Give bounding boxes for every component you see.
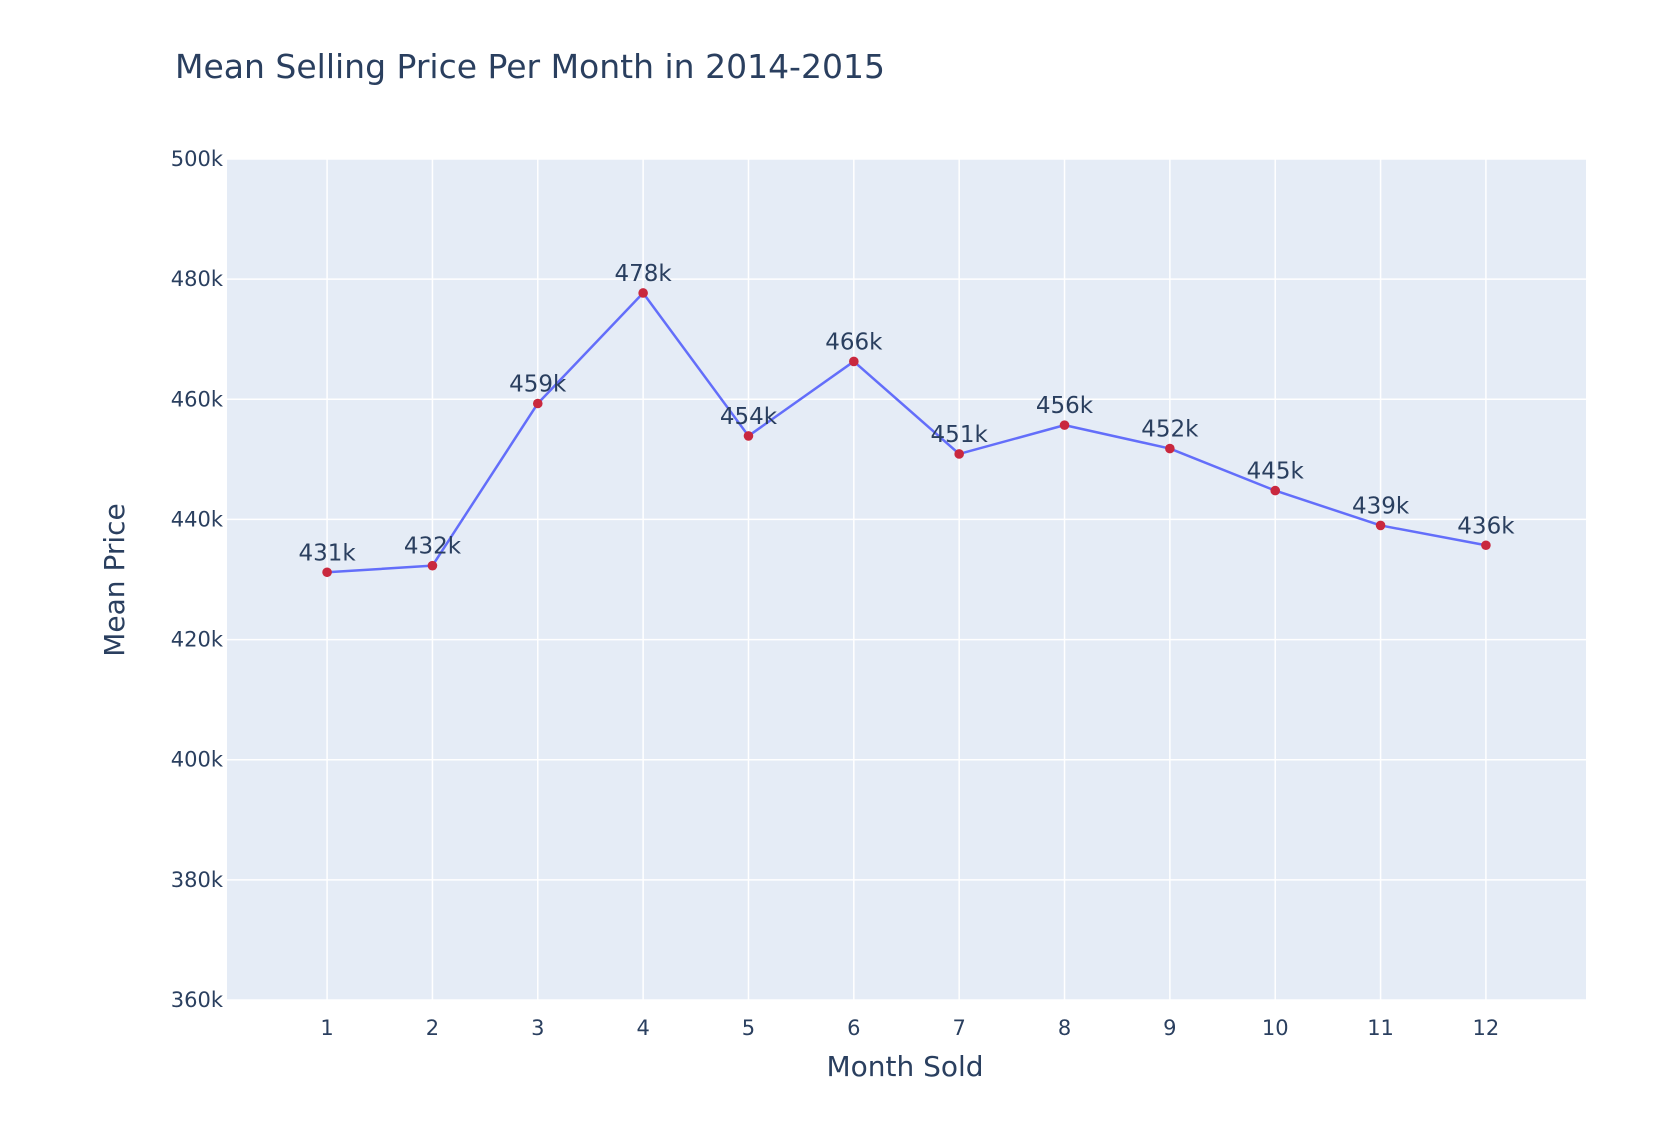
x-tick-label-11: 11 [1367, 1016, 1394, 1040]
data-label-7: 451k [931, 422, 989, 448]
y-tick-label-3: 400k [171, 748, 224, 772]
data-point-4 [638, 288, 648, 298]
x-tick-label-12: 12 [1473, 1016, 1500, 1040]
data-point-7 [954, 449, 964, 459]
data-label-8: 456k [1036, 393, 1094, 419]
data-label-1: 431k [298, 540, 356, 566]
y-tick-label-5: 440k [171, 507, 224, 531]
x-tick-label-9: 9 [1163, 1016, 1176, 1040]
data-point-11 [1375, 520, 1386, 531]
x-tick-label-1: 1 [320, 1016, 333, 1040]
x-tick-label-2: 2 [426, 1016, 439, 1040]
y-tick-label-2: 380k [171, 868, 224, 892]
x-tick-label-8: 8 [1058, 1016, 1071, 1040]
y-tick-label-7: 480k [171, 267, 224, 291]
data-point-1 [322, 567, 332, 578]
y-tick-label-1: 360k [171, 988, 224, 1012]
data-label-2: 432k [404, 534, 462, 560]
series-layer [322, 288, 1491, 578]
y-tick-label-4: 420k [171, 628, 224, 652]
data-label-12: 436k [1457, 513, 1515, 539]
y-axis-ticks: 360k 380k 400k 420k 440k 460k 480k 500k [171, 147, 224, 1012]
data-label-9: 452k [1141, 417, 1199, 443]
x-axis-ticks: 1 2 3 4 5 6 7 8 9 10 11 12 [320, 1016, 1499, 1040]
x-tick-label-10: 10 [1262, 1016, 1289, 1040]
data-label-10: 445k [1247, 459, 1305, 485]
grid-layer [227, 158, 1586, 1001]
data-label-4: 478k [615, 261, 673, 287]
x-tick-label-4: 4 [636, 1016, 649, 1040]
data-point-3 [532, 398, 543, 409]
series-line-1 [327, 291, 1487, 574]
y-tick-label-6: 460k [171, 387, 224, 411]
data-point-2 [427, 560, 438, 571]
data-point-10 [1270, 485, 1281, 496]
plot-area [227, 159, 1586, 1000]
data-label-11: 439k [1352, 493, 1410, 519]
x-tick-label-6: 6 [847, 1016, 860, 1040]
data-label-6: 466k [825, 329, 883, 355]
chart-title: Mean Selling Price Per Month in 2014-201… [175, 47, 885, 86]
data-label-3: 459k [509, 371, 567, 397]
x-tick-label-5: 5 [742, 1016, 755, 1040]
data-point-12 [1481, 540, 1491, 551]
x-axis-title: Month Sold [826, 1050, 983, 1083]
data-point-5 [743, 431, 754, 441]
x-tick-label-3: 3 [531, 1016, 544, 1040]
data-point-9 [1165, 443, 1175, 454]
y-tick-label-8: 500k [171, 147, 224, 171]
y-axis-title: Mean Price [98, 503, 131, 657]
x-tick-label-7: 7 [952, 1016, 965, 1040]
label-layer: 431k 432k 459k 478k 454k 466k 451k 456k 452k 445k… [298, 261, 1515, 566]
data-point-8 [1059, 420, 1070, 430]
data-label-5: 454k [720, 404, 778, 430]
data-point-6 [849, 356, 859, 367]
